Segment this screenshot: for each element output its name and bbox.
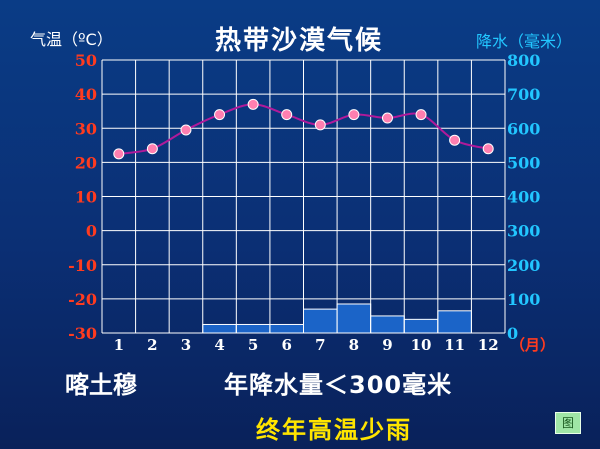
month-tick-label: 12 [478, 336, 499, 354]
month-tick-label: 7 [315, 336, 325, 354]
temperature-point [146, 143, 158, 155]
month-tick-label: 1 [114, 336, 124, 354]
precipitation-tick-label: 800 [507, 51, 540, 70]
temperature-tick-label: 40 [75, 85, 97, 104]
temperature-point [113, 148, 125, 160]
precipitation-tick-label: 100 [507, 290, 540, 309]
precipitation-tick-label: 500 [507, 153, 540, 172]
temperature-point [281, 109, 293, 121]
temperature-point [180, 124, 192, 136]
precip-bar [303, 308, 338, 334]
precipitation-tick-label: 600 [507, 119, 540, 138]
temperature-tick-label: 20 [75, 153, 97, 172]
precipitation-tick-label: 0 [507, 324, 518, 343]
temperature-tick-label: 10 [75, 188, 97, 207]
temperature-point [214, 109, 226, 121]
month-unit-label: （月） [510, 336, 555, 354]
precip-bar [202, 323, 237, 334]
precipitation-axis-title: 降水（毫米） [476, 32, 573, 51]
precipitation-tick-label: 700 [507, 85, 540, 104]
temperature-point [415, 109, 427, 121]
temperature-axis-title: 气温（ºC） [30, 30, 113, 49]
month-tick-label: 11 [444, 336, 465, 354]
temperature-point [449, 134, 461, 146]
month-tick-label: 2 [147, 336, 157, 354]
precip-bar [437, 310, 472, 334]
month-tick-label: 8 [349, 336, 359, 354]
temperature-point [348, 109, 360, 121]
temperature-tick-label: 0 [86, 222, 97, 241]
precip-bar [235, 323, 271, 334]
precip-bar [403, 318, 439, 334]
climate-summary: 终年高温少雨 [256, 416, 412, 444]
precipitation-tick-label: 200 [507, 256, 540, 275]
precipitation-tick-label: 400 [507, 188, 540, 207]
temperature-tick-label: -10 [68, 256, 97, 275]
month-tick-label: 10 [411, 336, 432, 354]
temperature-tick-label: 30 [75, 119, 97, 138]
precip-bar [269, 323, 304, 334]
location-label: 喀土穆 [65, 371, 137, 399]
precipitation-tick-label: 300 [507, 222, 540, 241]
chart-title: 热带沙漠气候 [215, 26, 384, 56]
month-tick-label: 5 [248, 336, 258, 354]
month-tick-label: 4 [214, 336, 224, 354]
annual-precip-label: 年降水量＜300毫米 [224, 371, 453, 399]
temperature-point [381, 112, 393, 124]
month-tick-label: 3 [181, 336, 191, 354]
temperature-tick-label: -30 [68, 324, 97, 343]
month-tick-label: 9 [382, 336, 392, 354]
temperature-point [482, 143, 494, 155]
temperature-point [314, 119, 326, 131]
precip-bar [336, 303, 372, 334]
month-tick-label: 6 [281, 336, 291, 354]
temperature-tick-label: -20 [68, 290, 97, 309]
temperature-point [247, 98, 259, 110]
figure-button[interactable]: 图 [555, 412, 581, 434]
temperature-tick-label: 50 [75, 51, 97, 70]
precip-bar [370, 315, 405, 334]
